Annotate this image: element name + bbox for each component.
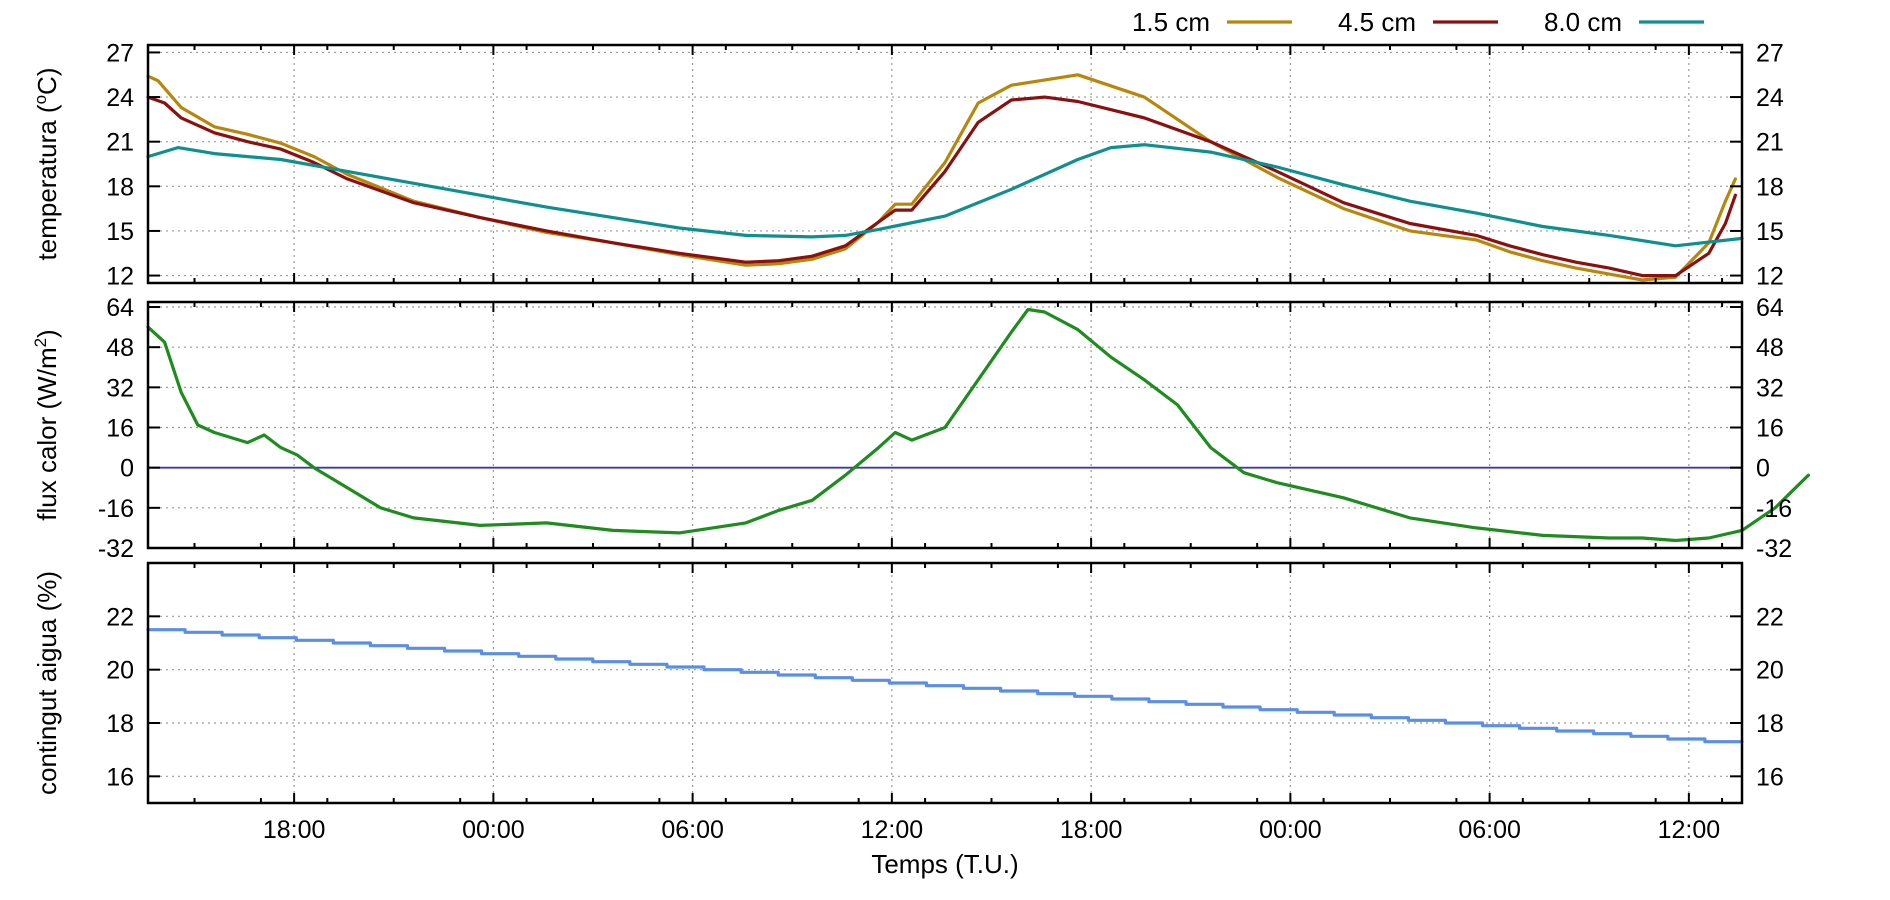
y-tick-label-left: 20 [106,657,134,685]
temperature-series-line-1 [146,95,1737,278]
y-tick-label-left: 27 [106,39,134,67]
plot-frame [146,43,1744,285]
y-tick-label-right: 21 [1756,129,1784,157]
y-tick-label-right: -16 [1756,495,1792,523]
y-tick-label-left: -32 [98,535,134,563]
y-tick-label-left: 16 [106,763,134,791]
temperature-series-line-2 [146,143,1744,248]
plot-frame [146,300,1744,550]
y-tick-label-left: 22 [106,603,134,631]
water-content-y-axis-title: contingut aigua (%) [32,571,62,795]
x-tick-label: 18:00 [263,816,326,844]
x-tick-label: 00:00 [1259,816,1322,844]
y-tick-label-left: 48 [106,334,134,362]
y-tick-label-left: 18 [106,173,134,201]
y-tick-label-right: 64 [1756,294,1784,322]
y-tick-label-right: 24 [1756,84,1784,112]
y-tick-label-left: 21 [106,129,134,157]
y-tick-label-right: 18 [1756,710,1784,738]
x-tick-label: 12:00 [861,816,924,844]
y-tick-label-right: 0 [1756,455,1770,483]
x-tick-label: 00:00 [462,816,525,844]
y-tick-label-left: 0 [120,455,134,483]
y-tick-label-right: 16 [1756,415,1784,443]
y-tick-label-right: 48 [1756,334,1784,362]
y-tick-label-right: 20 [1756,657,1784,685]
plot-frame [146,561,1744,805]
shared-x-axis: Temps (T.U.) 18:00 00:00 06:00 12:00 18:00 00… [263,816,1720,879]
temperature-series-line-0 [146,73,1737,282]
y-tick-label-left: 24 [106,84,134,112]
x-tick-label: 06:00 [661,816,724,844]
heat-flux-series-line-0 [146,307,1810,543]
y-tick-label-left: 15 [106,218,134,246]
x-tick-label: 12:00 [1658,816,1721,844]
y-tick-label-left: -16 [98,495,134,523]
y-tick-label-right: 27 [1756,39,1784,67]
legend-label: 1.5 cm [1132,7,1210,37]
x-tick-label: 18:00 [1060,816,1123,844]
y-tick-label-right: 16 [1756,763,1784,791]
temperature-panel: 12 12 15 15 18 18 21 21 24 24 27 27 temperatura (oC) [31,39,1784,290]
y-tick-label-left: 32 [106,374,134,402]
legend-label: 4.5 cm [1338,7,1416,37]
y-tick-label-right: 18 [1756,173,1784,201]
y-tick-label-right: 22 [1756,603,1784,631]
water-content-panel: 16 16 18 18 20 20 22 22 contingut aigua (%) [32,561,1784,805]
y-tick-label-left: 64 [106,294,134,322]
y-tick-label-right: -32 [1756,535,1792,563]
legend-label: 8.0 cm [1544,7,1622,37]
heat-flux-panel: -32 -32 -16 -16 0 0 16 16 32 32 48 48 64 64 flux calor… [31,294,1810,563]
y-tick-label-right: 15 [1756,218,1784,246]
heat-flux-y-axis-title: flux calor (W/m2) [31,329,62,520]
y-tick-label-left: 18 [106,710,134,738]
water-content-series-line-0 [146,628,1744,744]
y-tick-label-right: 12 [1756,263,1784,291]
temperature-y-axis-title: temperatura (oC) [31,68,62,261]
y-tick-label-right: 32 [1756,374,1784,402]
legend: 1.5 cm 4.5 cm 8.0 cm [1132,7,1704,37]
x-tick-label: 06:00 [1458,816,1521,844]
x-axis-title: Temps (T.U.) [871,849,1018,879]
y-tick-label-left: 16 [106,415,134,443]
y-tick-label-left: 12 [106,263,134,291]
